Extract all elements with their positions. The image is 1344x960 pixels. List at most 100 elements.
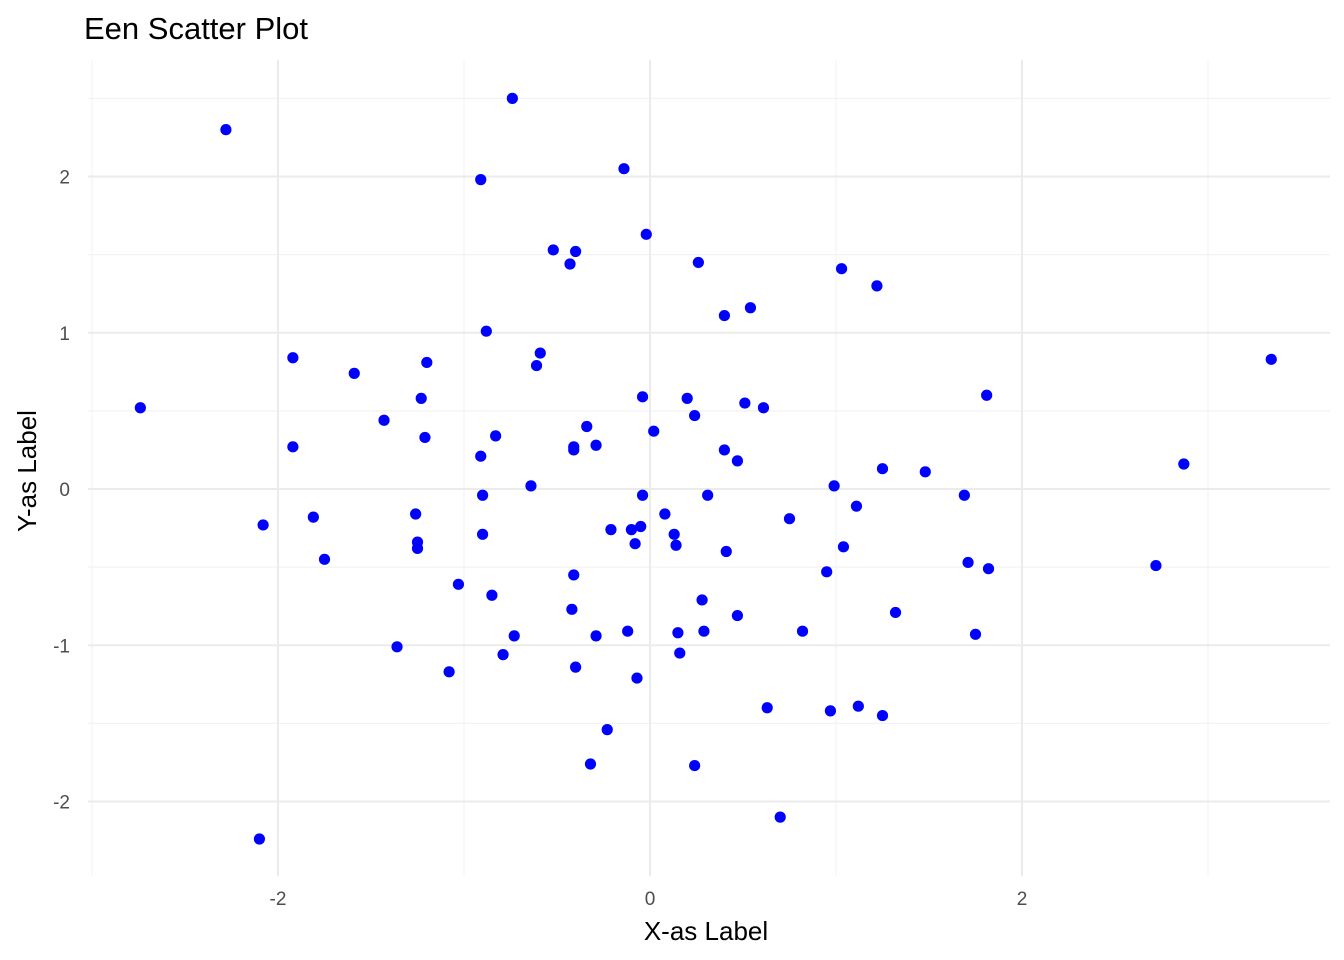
data-point [636, 391, 649, 403]
data-point [590, 439, 602, 451]
data-point [534, 347, 546, 359]
data-point [681, 392, 693, 404]
data-point [391, 641, 403, 653]
data-point [919, 466, 931, 478]
data-point [348, 367, 360, 379]
data-point [530, 359, 543, 372]
data-point [648, 425, 660, 437]
data-point [625, 524, 638, 536]
data-point [744, 302, 757, 314]
y-tick-label: -1 [53, 636, 70, 657]
data-point [659, 508, 671, 520]
data-point [378, 414, 390, 426]
data-point [1178, 458, 1190, 470]
data-point [672, 627, 684, 639]
data-point [796, 625, 809, 637]
data-point [475, 174, 487, 186]
data-point [668, 528, 680, 540]
x-tick-label: 2 [1017, 889, 1028, 910]
data-point [564, 258, 576, 270]
data-point [969, 628, 982, 640]
y-tick-label: 2 [59, 168, 70, 189]
data-point [835, 263, 848, 275]
data-point [581, 420, 593, 433]
data-point [876, 709, 889, 722]
data-point [566, 603, 578, 615]
data-point [443, 666, 455, 678]
data-point [570, 661, 582, 673]
y-tick-label: 1 [59, 324, 70, 345]
data-point [452, 578, 465, 590]
data-point [821, 566, 833, 578]
data-point [497, 649, 509, 661]
y-axis-ticks: -2 -1 0 1 2 [53, 168, 70, 814]
data-point [739, 397, 751, 409]
data-point [720, 545, 732, 558]
data-point [490, 430, 502, 442]
data-point [889, 606, 902, 619]
data-point [631, 672, 643, 684]
data-point [568, 444, 580, 456]
data-point [419, 431, 431, 444]
data-point [761, 702, 773, 714]
data-point [287, 352, 299, 364]
data-point [421, 356, 433, 369]
data-point [318, 553, 331, 565]
data-point [410, 508, 422, 520]
data-point [257, 519, 269, 531]
data-point [475, 450, 487, 462]
data-point [783, 513, 796, 525]
data-point [134, 402, 146, 414]
data-point [415, 392, 427, 404]
data-point [824, 705, 837, 717]
data-point [731, 455, 744, 467]
data-point [828, 480, 840, 492]
data-point [486, 589, 498, 601]
data-point [253, 833, 265, 845]
x-tick-label: -2 [270, 889, 287, 910]
x-tick-label: 0 [645, 889, 656, 910]
data-point [307, 511, 319, 523]
data-point [605, 524, 617, 536]
y-tick-label: 0 [59, 480, 70, 501]
x-axis-ticks: -2 0 2 [270, 889, 1028, 910]
data-point [1150, 559, 1162, 572]
data-point [981, 389, 993, 401]
data-point [635, 520, 647, 533]
data-point [525, 480, 537, 492]
data-point [702, 489, 714, 501]
data-point [568, 569, 580, 581]
data-point [876, 463, 889, 475]
data-point [982, 563, 995, 575]
data-point [622, 625, 634, 637]
y-axis-title: Y-as Label [12, 410, 42, 532]
data-point [477, 528, 489, 540]
grid [88, 60, 1330, 876]
data-point [689, 409, 701, 422]
data-point [731, 609, 744, 622]
y-tick-label: -2 [53, 793, 70, 814]
data-point [852, 700, 864, 712]
data-point [590, 630, 602, 642]
data-point [220, 124, 232, 136]
data-point [570, 245, 582, 258]
data-point [718, 444, 731, 456]
data-point [547, 244, 559, 256]
data-point [696, 594, 708, 606]
data-point [508, 630, 520, 642]
data-point [670, 539, 682, 551]
data-point [850, 500, 863, 512]
data-point [674, 647, 686, 659]
data-point [837, 541, 850, 553]
x-axis-title: X-as Label [644, 916, 768, 946]
data-point [584, 758, 597, 770]
data-point [1265, 353, 1277, 365]
data-point [640, 228, 652, 240]
data-point [636, 489, 649, 501]
data-point [618, 163, 630, 175]
data-point [718, 309, 731, 322]
data-point [698, 625, 710, 637]
data-point [480, 325, 492, 337]
data-point [411, 542, 424, 554]
